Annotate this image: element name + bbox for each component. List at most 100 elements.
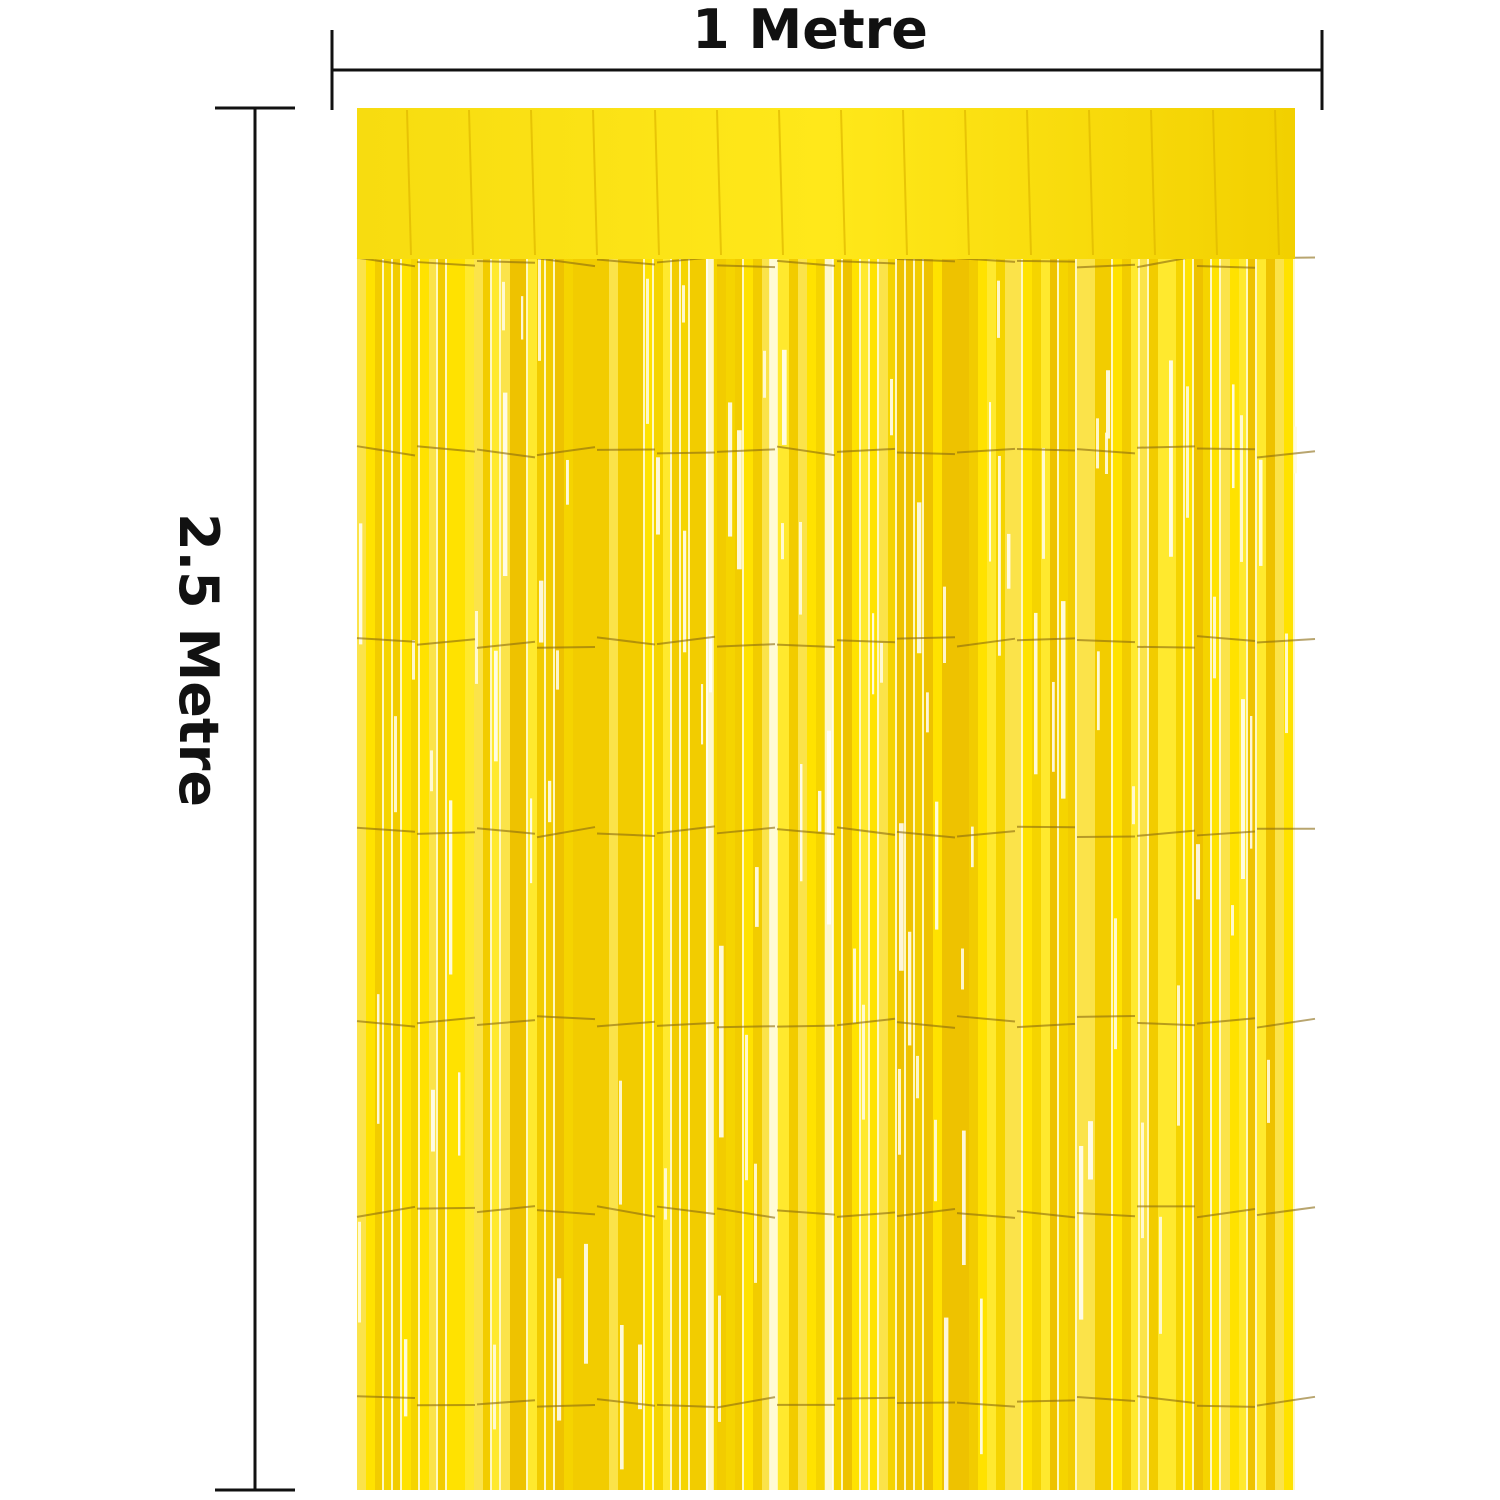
foil-highlight: [781, 523, 784, 560]
fold-line: [1196, 830, 1256, 837]
fold-line: [716, 264, 776, 269]
header-crease: [716, 109, 722, 256]
fold-line: [1196, 1404, 1256, 1408]
foil-strip: [1041, 255, 1050, 1490]
fold-line: [956, 830, 1016, 838]
fold-line: [1196, 635, 1256, 642]
foil-strip: [1050, 255, 1057, 1490]
fold-line: [356, 1020, 416, 1028]
foil-highlight: [908, 931, 912, 1046]
foil-strip: [492, 255, 499, 1490]
fold-line: [476, 260, 536, 264]
foil-strip: [384, 255, 391, 1490]
foil-highlight: [899, 823, 904, 971]
header-crease: [778, 109, 784, 256]
foil-strip: [1032, 255, 1041, 1490]
height-label: 2.5 Metre: [167, 513, 230, 807]
fold-line: [896, 830, 956, 839]
fold-line: [716, 826, 776, 835]
foil-highlight: [989, 402, 992, 562]
header-crease: [840, 109, 846, 256]
foil-highlight: [872, 613, 875, 695]
foil-strip: [654, 255, 663, 1490]
foil-strip: [1023, 255, 1032, 1490]
fold-line: [1076, 638, 1136, 644]
fold-line: [1136, 829, 1196, 837]
fold-line: [776, 259, 836, 267]
fold-line: [716, 1025, 776, 1029]
foil-highlight: [430, 750, 433, 792]
foil-highlight: [539, 580, 544, 643]
foil-strip: [969, 255, 978, 1490]
foil-strip: [1158, 255, 1167, 1490]
foil-highlight: [1240, 415, 1243, 562]
foil-highlight: [755, 867, 759, 927]
foil-strip: [924, 255, 933, 1490]
foil-strip: [1149, 255, 1158, 1490]
foil-strip: [1257, 255, 1266, 1490]
fold-line: [416, 638, 476, 646]
foil-highlight: [619, 1080, 622, 1205]
fold-line: [836, 826, 896, 836]
foil-highlight: [1079, 1145, 1084, 1320]
foil-highlight: [1097, 651, 1100, 731]
fold-line: [956, 1212, 1016, 1219]
foil-highlight: [971, 826, 974, 868]
foil-highlight: [404, 1339, 408, 1417]
foil-curtain: [356, 108, 1316, 1500]
foil-highlight: [656, 457, 660, 535]
foil-highlight: [1177, 985, 1180, 1126]
foil-highlight: [1114, 918, 1117, 1050]
foil-highlight: [1267, 1059, 1270, 1123]
foil-highlight: [377, 994, 380, 1124]
fold-line: [1256, 450, 1316, 459]
fold-line: [1196, 1017, 1256, 1025]
fold-line: [896, 636, 956, 640]
fold-line: [416, 831, 476, 835]
fold-line: [896, 451, 956, 456]
fold-line: [1256, 1395, 1316, 1407]
fold-line: [656, 1021, 716, 1027]
foil-strip: [1176, 255, 1183, 1490]
foil-strip: [546, 255, 553, 1490]
fold-line: [356, 826, 416, 833]
foil-strip: [438, 255, 445, 1490]
fold-line: [1076, 1396, 1136, 1403]
foil-strip: [1086, 255, 1095, 1490]
foil-highlight: [1294, 426, 1297, 474]
fold-line: [1196, 447, 1256, 451]
foil-highlight: [412, 640, 415, 680]
fold-line: [1016, 259, 1076, 263]
fold-line: [596, 1205, 656, 1218]
foil-strip: [744, 255, 753, 1490]
foil-highlight: [556, 650, 559, 690]
foil-highlight: [799, 521, 802, 615]
foil-highlight: [1231, 905, 1234, 936]
fold-line: [476, 1205, 536, 1214]
foil-strip: [861, 255, 868, 1490]
foil-strip: [537, 255, 544, 1490]
foil-strip: [636, 255, 643, 1490]
foil-strip: [1014, 255, 1021, 1490]
fold-line: [1076, 263, 1136, 269]
foil-strip: [870, 255, 877, 1490]
foil-strip: [1203, 255, 1210, 1490]
foil-strip: [1104, 255, 1111, 1490]
foil-strip: [717, 255, 726, 1490]
foil-strip: [555, 255, 564, 1490]
fold-line: [416, 445, 476, 453]
foil-highlight: [701, 684, 704, 745]
foil-strip: [1113, 255, 1122, 1490]
fold-line: [476, 1399, 536, 1406]
foil-highlight: [1250, 715, 1253, 849]
foil-highlight: [718, 1295, 721, 1422]
foil-strip: [411, 255, 418, 1490]
fold-line: [656, 825, 716, 835]
foil-strip: [690, 255, 699, 1490]
foil-highlight: [1105, 432, 1108, 474]
fold-line: [896, 258, 956, 263]
fold-line: [776, 643, 836, 648]
header-crease: [530, 109, 536, 256]
foil-highlight: [394, 716, 397, 813]
